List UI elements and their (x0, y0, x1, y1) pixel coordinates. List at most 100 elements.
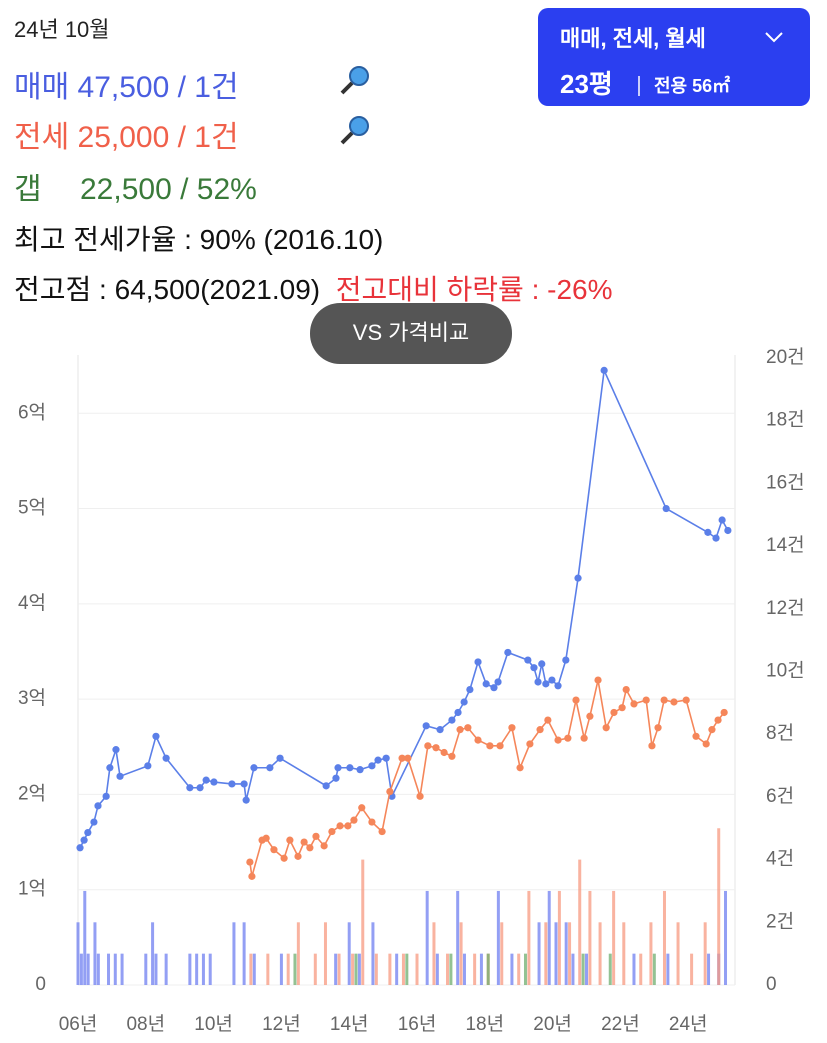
volume-bar (249, 953, 253, 985)
x-tick-label: 20년 (533, 1013, 572, 1035)
price-point (262, 834, 270, 842)
price-point (712, 534, 720, 542)
price-point (386, 787, 394, 796)
volume-bar (557, 890, 561, 985)
price-point (702, 740, 710, 748)
volume-bar (537, 922, 541, 985)
volume-bar (242, 922, 246, 985)
price-point (474, 658, 482, 666)
price-point (162, 754, 170, 762)
y-tick-label: 0 (35, 974, 46, 995)
y2-tick-label: 8건 (766, 722, 794, 744)
price-point (152, 732, 160, 740)
volume-bar (266, 953, 270, 985)
volume-bar (395, 953, 399, 985)
volume-bar (527, 890, 531, 985)
volume-bar (76, 922, 80, 985)
price-point (144, 762, 152, 770)
price-point (80, 836, 88, 844)
volume-bar (296, 922, 300, 985)
volume-bar (473, 953, 477, 985)
x-tick-label: 24년 (669, 1013, 708, 1035)
price-point (416, 792, 424, 800)
price-point (460, 698, 468, 706)
price-point (670, 698, 678, 706)
volume-bar (208, 953, 212, 985)
compare-button[interactable]: VS 가격비교 (310, 303, 512, 364)
price-point (704, 528, 712, 536)
volume-bar (144, 953, 148, 985)
jeonse-value: 25,000 / 1건 (77, 121, 239, 154)
y2-tick-label: 2건 (766, 910, 794, 932)
filter-background[interactable] (538, 8, 810, 106)
volume-bar (724, 890, 728, 985)
filter-button[interactable]: 매매, 전세, 월세 23평 전용 56㎡ (538, 8, 810, 106)
gap-value: 22,500 / 52% (80, 173, 257, 206)
volume-bar (446, 953, 450, 985)
search-lens[interactable] (349, 116, 369, 136)
volume-bar (201, 953, 205, 985)
sale-label: 매매 (14, 71, 70, 104)
volume-bar (612, 890, 616, 985)
volume-bar (313, 953, 317, 985)
grid: 0 1억 2억 3억 4억 5억 6억 0 2건 4건 6건 8건 10건 12건 14건 16건 18건 20건… (18, 346, 805, 1035)
volume-bar (676, 922, 680, 985)
volume-bar (415, 953, 419, 985)
price-point (422, 722, 430, 730)
chevron[interactable] (765, 32, 783, 43)
price-point (76, 844, 84, 852)
price-point (554, 682, 562, 690)
y2-tick-label: 16건 (766, 471, 805, 493)
price-point (456, 726, 464, 734)
price-point (286, 836, 294, 844)
volume-bar (435, 953, 439, 985)
x-tick-label: 12년 (262, 1013, 301, 1035)
price-point (196, 784, 204, 792)
price-point (464, 724, 472, 732)
volume-bar (649, 922, 653, 985)
volume-bar (357, 953, 361, 985)
price-point (378, 827, 386, 836)
compare-label[interactable]: VS 가격비교 (353, 320, 469, 345)
volume-bar (588, 890, 592, 985)
price-point (692, 732, 700, 740)
filter-types[interactable]: 매매, 전세, 월세 (560, 26, 706, 51)
search-icon[interactable] (340, 66, 369, 95)
filter-size[interactable]: 23평 (560, 69, 613, 99)
price-point (306, 844, 314, 852)
price-point (610, 708, 618, 717)
volume-bar (79, 953, 83, 985)
volume-bar (432, 922, 436, 985)
y2-tick-label: 0 (766, 974, 777, 995)
price-point (466, 686, 474, 694)
volume-bar (188, 953, 192, 985)
volume-bar (154, 953, 158, 985)
y2-tick-label: 12건 (766, 597, 805, 619)
x-tick-label: 14년 (330, 1013, 369, 1035)
x-tick-label: 22년 (601, 1013, 640, 1035)
price-point (662, 504, 670, 513)
price-point (266, 764, 274, 772)
volume-bar (462, 953, 466, 985)
price-point (332, 774, 340, 782)
x-tick-label: 16년 (398, 1013, 437, 1035)
search-lens[interactable] (349, 66, 369, 86)
price-point (356, 766, 364, 774)
price-point (102, 792, 110, 800)
price-point (504, 648, 512, 657)
price-point (116, 772, 124, 780)
search-handle[interactable] (340, 81, 354, 95)
volume-bar (293, 953, 297, 985)
volume-bar (401, 953, 405, 985)
x-tick-label: 10년 (194, 1013, 233, 1035)
gap-label: 갭 (14, 173, 42, 206)
search-icon[interactable] (340, 116, 369, 145)
price-point (682, 696, 690, 704)
volume-bar (547, 890, 551, 985)
price-point (602, 724, 610, 732)
price-point (720, 708, 728, 717)
compare-background[interactable] (310, 303, 512, 364)
y2-tick-label: 20건 (766, 346, 805, 368)
search-handle[interactable] (340, 131, 354, 145)
filter-area[interactable]: 전용 56㎡ (654, 75, 730, 96)
